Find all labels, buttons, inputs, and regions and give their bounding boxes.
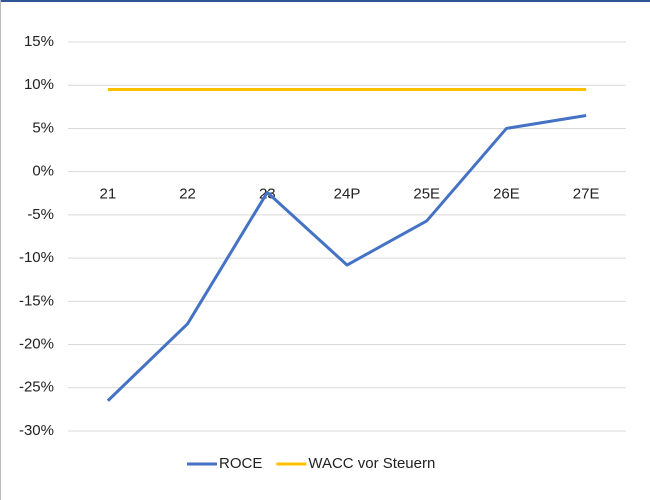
series-line xyxy=(106,113,587,402)
x-tick-label: 27E xyxy=(573,186,600,203)
y-tick-label: -15% xyxy=(19,292,54,309)
legend-label: WACC vor Steuern xyxy=(308,455,435,472)
y-tick-label: -30% xyxy=(19,422,54,439)
x-tick-label: 24P xyxy=(334,186,361,203)
y-tick-label: 15% xyxy=(24,33,54,50)
legend-label: ROCE xyxy=(219,455,262,472)
x-tick-label: 26E xyxy=(493,186,520,203)
x-tick-label: 22 xyxy=(179,186,196,203)
y-tick-label: -5% xyxy=(27,206,54,223)
y-tick-label: 10% xyxy=(24,76,54,93)
y-tick-label: 5% xyxy=(32,119,54,136)
y-tick-label: -25% xyxy=(19,379,54,396)
x-tick-label: 21 xyxy=(100,186,117,203)
y-tick-label: 0% xyxy=(32,163,54,180)
y-tick-label: -10% xyxy=(19,249,54,266)
x-tick-label: 25E xyxy=(413,186,440,203)
y-tick-label: -20% xyxy=(19,336,54,353)
